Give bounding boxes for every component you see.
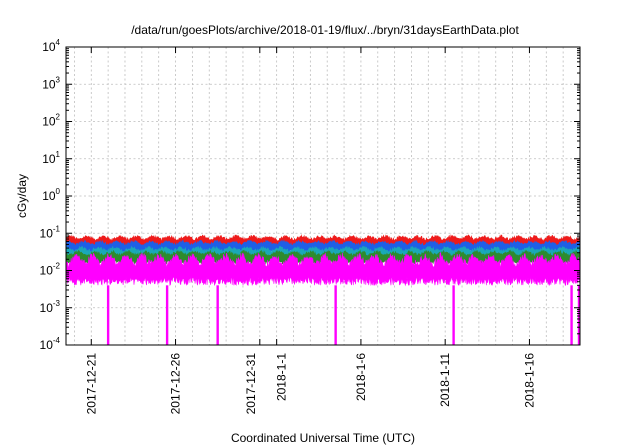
dropout-spike xyxy=(106,285,110,345)
y-tick-label: 10-3 xyxy=(40,299,61,315)
dropout-spike xyxy=(577,285,581,345)
axis-ticks xyxy=(66,46,580,346)
y-tick-label: 102 xyxy=(42,113,60,129)
dropout-spike xyxy=(216,285,219,345)
y-tick-label: 10-1 xyxy=(40,224,61,240)
dropout-spike xyxy=(165,285,169,345)
x-axis-label: Coordinated Universal Time (UTC) xyxy=(231,431,415,445)
dropout-spike xyxy=(452,285,455,345)
plot-area xyxy=(65,233,581,345)
x-tick-label: 2018-1-1 xyxy=(275,353,289,401)
grid-lines xyxy=(66,46,580,346)
dropout-spike xyxy=(334,285,337,345)
y-axis-tick-labels: 104 103 102 101 100 10-1 10-2 10-3 10-4 xyxy=(40,38,61,352)
y-tick-label: 10-4 xyxy=(40,336,61,352)
x-tick-label: 2017-12-31 xyxy=(244,353,258,415)
x-tick-label: 2017-12-26 xyxy=(169,353,183,415)
x-tick-label: 2018-1-11 xyxy=(438,353,452,407)
y-axis-label: cGy/day xyxy=(15,174,29,218)
y-tick-label: 104 xyxy=(42,38,60,54)
x-tick-label: 2017-12-21 xyxy=(84,353,98,415)
x-axis-tick-labels: 2017-12-21 2017-12-26 2017-12-31 2018-1-1 20… xyxy=(84,353,536,415)
x-tick-label: 2018-1-16 xyxy=(522,353,536,408)
y-tick-label: 103 xyxy=(42,75,60,91)
dropout-spike xyxy=(570,285,573,345)
y-tick-label: 100 xyxy=(42,187,60,203)
x-tick-label: 2018-1-6 xyxy=(354,353,368,401)
chart-title: /data/run/goesPlots/archive/2018-01-19/f… xyxy=(131,23,519,37)
y-tick-label: 101 xyxy=(42,150,60,166)
y-tick-label: 10-2 xyxy=(40,262,61,278)
